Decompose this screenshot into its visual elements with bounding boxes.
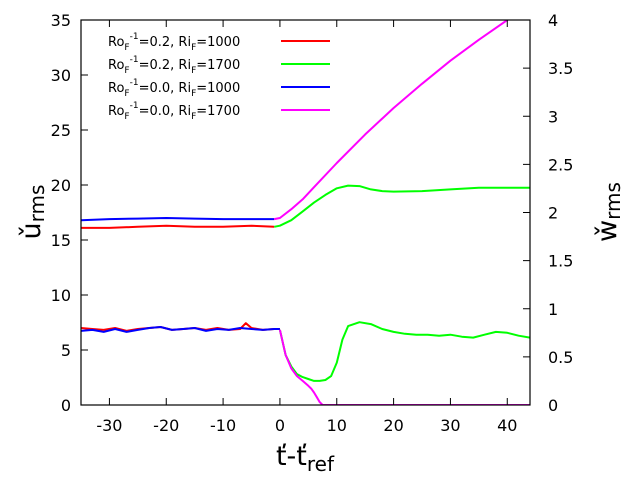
y-left-tick-label: 5 bbox=[61, 341, 71, 360]
series-line-1 bbox=[81, 224, 275, 229]
series-line-3 bbox=[274, 184, 530, 228]
ticks-layer: -30 -20 -10 0 10 20 30 40 0 5 10 15 20 25 30 35 0 0.5 1 1.5… bbox=[51, 11, 574, 435]
x-tick-label: -20 bbox=[153, 416, 179, 435]
x-tick-label: 10 bbox=[327, 416, 347, 435]
legend-label: RoF-1=0.2, RiF=1000 bbox=[108, 32, 240, 53]
legend-label: RoF-1=0.0, RiF=1000 bbox=[108, 78, 240, 99]
y-right-tick-label: 4 bbox=[548, 11, 558, 30]
y-right-tick-label: 3.5 bbox=[548, 59, 573, 78]
series-line-8 bbox=[278, 329, 530, 405]
y-left-tick-label: 20 bbox=[51, 176, 71, 195]
x-tick-label: 30 bbox=[440, 416, 460, 435]
series-line-7 bbox=[278, 321, 530, 382]
x-axis-title: ť-ťref bbox=[276, 441, 335, 476]
x-tick-label: 0 bbox=[275, 416, 285, 435]
legend-entry: RoF-1=0.2, RiF=1700 bbox=[108, 55, 330, 76]
x-tick-label: 40 bbox=[497, 416, 517, 435]
y-right-tick-label: 3 bbox=[548, 107, 558, 126]
y-right-tick-label: 1 bbox=[548, 300, 558, 319]
x-tick-label: -30 bbox=[96, 416, 122, 435]
y-right-axis-title: w̌rms bbox=[592, 182, 625, 242]
legend-entry: RoF-1=0.0, RiF=1700 bbox=[108, 101, 330, 122]
y-right-tick-label: 1.5 bbox=[548, 252, 573, 271]
legend-entry: RoF-1=0.2, RiF=1000 bbox=[108, 32, 330, 53]
legend-entry: RoF-1=0.0, RiF=1000 bbox=[108, 78, 330, 99]
y-right-tick-label: 0 bbox=[548, 396, 558, 415]
series-line-6 bbox=[81, 326, 280, 333]
y-left-tick-label: 25 bbox=[51, 121, 71, 140]
series-line-2 bbox=[81, 217, 275, 222]
series-layer bbox=[81, 20, 530, 405]
legend-label: RoF-1=0.2, RiF=1700 bbox=[108, 55, 240, 76]
series-line-4 bbox=[274, 20, 510, 221]
y-left-tick-label: 30 bbox=[51, 66, 71, 85]
x-tick-label: -10 bbox=[210, 416, 236, 435]
y-right-tick-label: 2 bbox=[548, 204, 558, 223]
y-left-tick-label: 15 bbox=[51, 231, 71, 250]
y-left-axis-title: ǔrms bbox=[16, 185, 49, 240]
y-left-tick-label: 0 bbox=[61, 396, 71, 415]
y-right-tick-label: 2.5 bbox=[548, 155, 573, 174]
legend-label: RoF-1=0.0, RiF=1700 bbox=[108, 101, 240, 122]
y-right-tick-label: 0.5 bbox=[548, 348, 573, 367]
y-left-tick-label: 10 bbox=[51, 286, 71, 305]
x-tick-label: 20 bbox=[383, 416, 403, 435]
plot-frame bbox=[80, 19, 531, 406]
y-left-tick-label: 35 bbox=[51, 11, 71, 30]
